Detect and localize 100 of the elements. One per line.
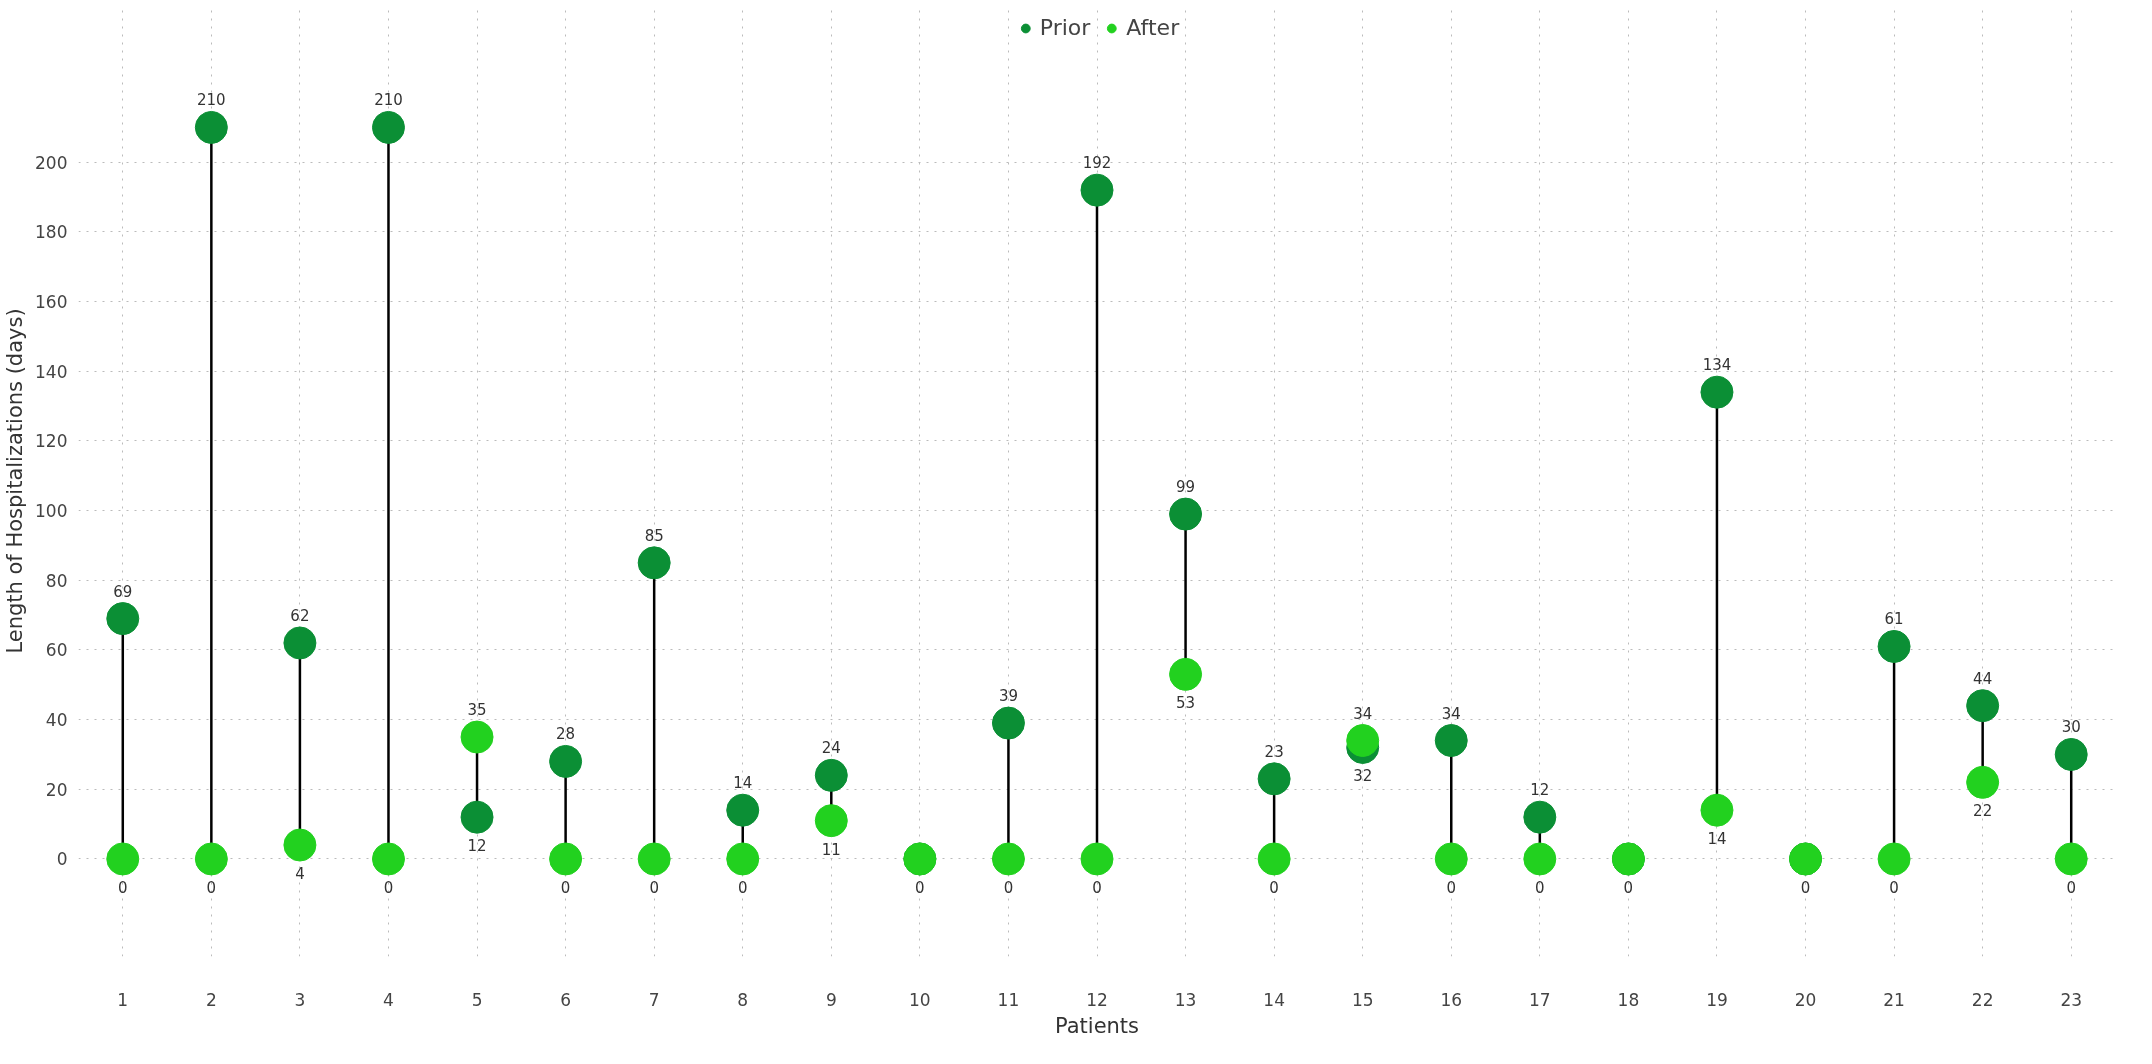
point [1346,724,1380,757]
point [1169,657,1203,691]
x-tick-label: 4 [383,989,394,1010]
point [549,744,583,778]
data-label: 4 [295,865,305,884]
point [1257,842,1291,876]
data-label: 28 [556,725,576,744]
point [2054,842,2088,876]
data-label: 210 [374,91,403,110]
point [1434,724,1468,757]
point [1257,762,1291,796]
y-tick-label: 160 [35,292,68,313]
x-tick-label: 19 [1706,989,1728,1010]
point [106,842,140,876]
point [814,758,848,792]
point [283,828,317,862]
x-tick-label: 5 [471,989,483,1010]
data-label: 192 [1082,154,1112,173]
y-tick-label: 140 [35,361,68,382]
y-tick-label: 200 [35,152,68,173]
point [2054,737,2088,771]
point [726,842,760,876]
data-label: 0 [1800,878,1811,897]
x-tick-label: 3 [294,989,306,1010]
data-label: 0 [1446,878,1457,897]
data-label: 62 [290,606,310,625]
legend-label: After [1126,15,1180,40]
y-tick-label: 180 [35,222,68,243]
point [1080,173,1114,207]
data-label: 12 [467,837,487,856]
point [371,842,405,876]
point [726,793,760,827]
data-label: 0 [383,878,394,897]
y-tick-label: 0 [56,849,68,870]
x-axis-title: Patients [1054,1013,1140,1038]
point [637,842,671,876]
data-label: 22 [1973,802,1993,821]
data-label: 0 [1889,878,1899,897]
point [194,842,228,876]
x-tick-label: 12 [1086,989,1108,1010]
y-tick-label: 80 [45,570,68,591]
x-tick-label: 8 [737,989,749,1010]
data-label: 0 [649,878,659,897]
data-label: 0 [1269,878,1279,897]
y-tick-label: 120 [35,431,68,452]
y-tick-label: 40 [45,710,68,731]
y-tick-label: 60 [45,640,68,661]
data-label: 69 [113,582,133,601]
point [1169,497,1203,531]
data-label: 44 [1973,669,1993,688]
data-label: 61 [1884,610,1904,629]
data-label: 85 [644,526,664,545]
data-label: 34 [1353,704,1373,723]
point [1966,765,2000,799]
y-tick-label: 20 [45,779,68,800]
data-label: 0 [560,878,571,897]
x-tick-label: 17 [1529,989,1551,1010]
point [1080,842,1114,876]
point [1966,689,2000,723]
x-tick-label: 16 [1440,989,1463,1010]
x-tick-label: 23 [2060,989,2083,1010]
data-label: 0 [2066,878,2076,897]
point [1523,800,1557,834]
point [991,706,1025,740]
point [549,842,583,876]
data-label: 14 [733,774,753,793]
x-tick-label: 9 [825,989,837,1010]
point [460,800,494,834]
x-tick-label: 7 [648,989,660,1010]
data-label: 11 [821,840,841,859]
point [1700,793,1734,827]
data-label: 14 [1707,830,1727,849]
x-tick-label: 22 [1971,989,1994,1010]
data-label: 134 [1702,356,1732,375]
data-label: 35 [467,701,487,720]
data-label: 0 [737,878,748,897]
data-label: 0 [915,878,925,897]
x-tick-label: 21 [1883,989,1905,1010]
point [1700,375,1734,409]
point [1877,842,1911,876]
data-label: 0 [1092,878,1102,897]
data-label: 23 [1264,742,1284,761]
point [283,626,317,660]
x-tick-label: 14 [1263,989,1285,1010]
point [194,110,228,144]
y-axis-title: Length of Hospitalizations (days) [3,308,28,654]
data-label: 34 [1441,704,1461,723]
point [1434,842,1468,876]
data-label: 53 [1176,694,1196,713]
data-label: 39 [998,687,1018,706]
legend-label: Prior [1039,15,1091,40]
x-tick-label: 13 [1174,989,1197,1010]
y-tick-label: 100 [35,501,68,522]
point [991,842,1025,876]
point [106,602,140,636]
x-tick-label: 18 [1617,989,1640,1010]
data-label: 99 [1176,478,1196,497]
x-tick-label: 20 [1794,989,1817,1010]
x-tick-label: 15 [1351,989,1374,1010]
data-label: 0 [118,878,128,897]
